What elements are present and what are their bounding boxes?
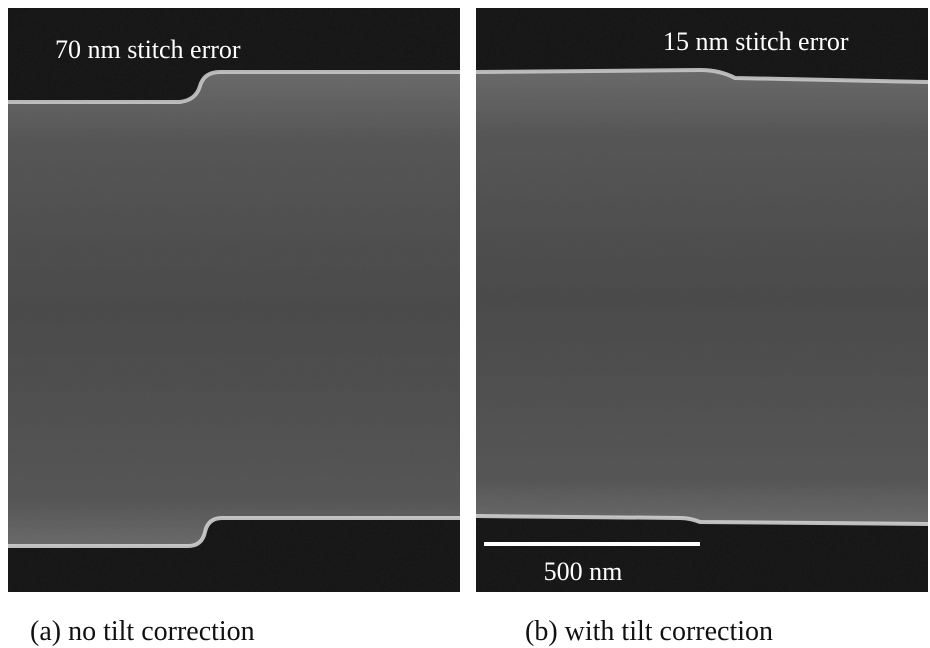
scale-bar-label: 500 nm bbox=[544, 557, 623, 586]
sem-image-a: 70 nm stitch error bbox=[8, 8, 460, 592]
annotation: 15 nm stitch error bbox=[663, 27, 849, 56]
annotation: 70 nm stitch error bbox=[55, 35, 241, 64]
sem-image-b: 500 nm 15 nm stitch error bbox=[476, 8, 928, 592]
caption: (a) no tilt correction bbox=[30, 616, 255, 647]
figure: 70 nm stitch error 500 nm 15 nm stitch e… bbox=[0, 0, 930, 648]
caption: (b) with tilt correction bbox=[525, 616, 773, 647]
